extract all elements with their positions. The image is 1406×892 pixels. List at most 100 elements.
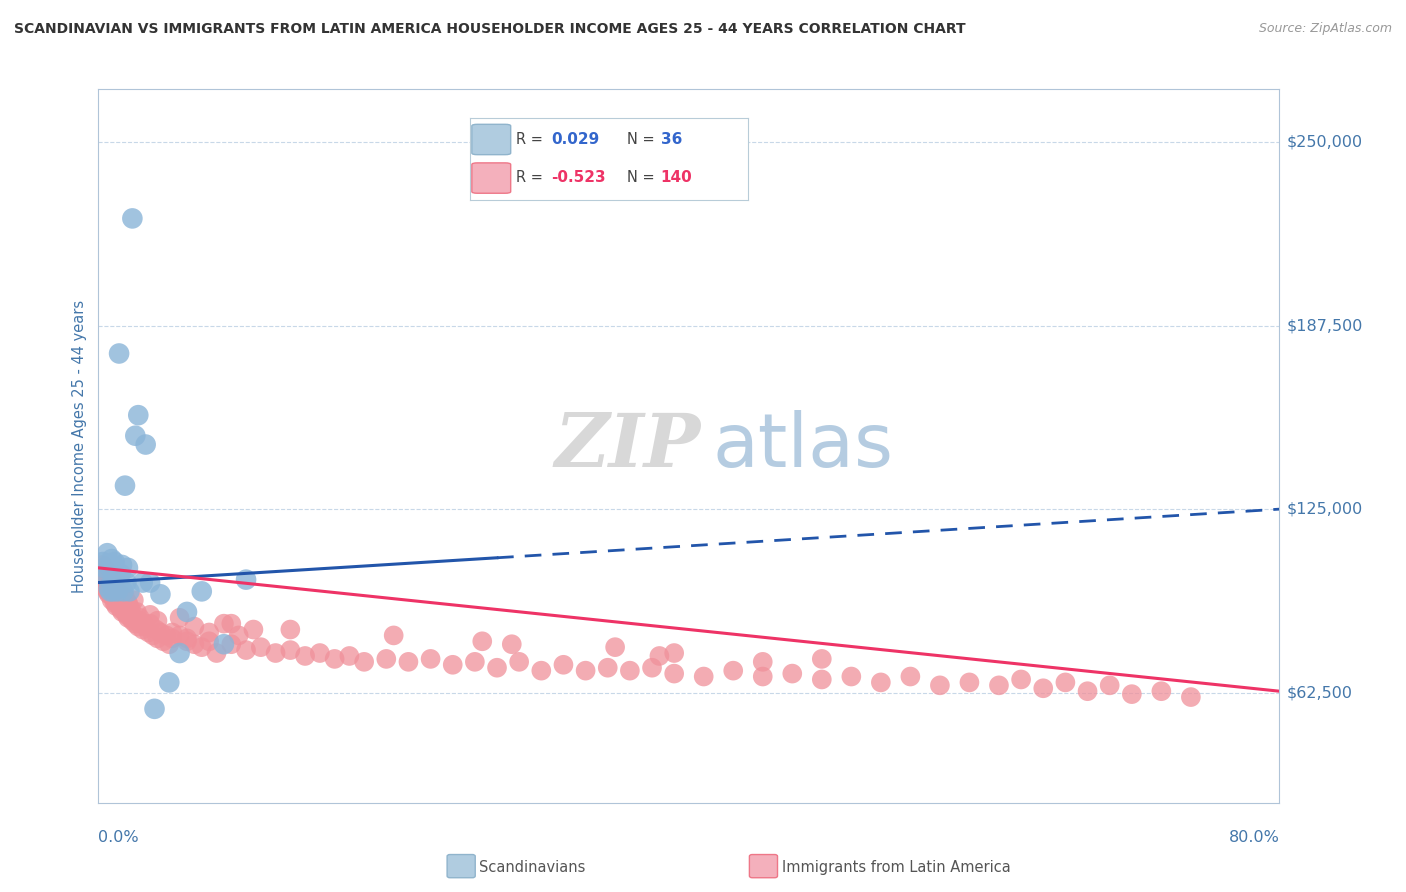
Point (132, 575, 155, 590)
Point (839, 669, 862, 683)
Text: atlas: atlas (713, 409, 894, 483)
Point (96, 546, 118, 560)
Point (108, 346, 131, 360)
Point (128, 614, 150, 628)
Point (183, 637, 205, 651)
Point (441, 657, 464, 672)
Point (1150, 684, 1173, 698)
Point (1032, 681, 1054, 696)
Point (135, 619, 157, 633)
Point (117, 596, 139, 610)
Point (605, 640, 627, 655)
Point (120, 602, 142, 616)
Point (115, 599, 138, 613)
Point (93, 561, 115, 575)
Point (103, 566, 125, 581)
Point (100, 593, 122, 607)
Point (118, 605, 141, 619)
Point (1098, 678, 1121, 692)
Point (486, 661, 509, 675)
Point (94, 570, 117, 584)
Point (118, 584, 141, 599)
Point (122, 611, 145, 625)
Y-axis label: Householder Income Ages 25 - 44 years: Householder Income Ages 25 - 44 years (72, 300, 87, 592)
Point (114, 591, 136, 605)
Text: -0.523: -0.523 (551, 170, 606, 186)
Text: 80.0%: 80.0% (1229, 830, 1279, 845)
Point (94, 570, 117, 584)
Point (219, 637, 242, 651)
Point (104, 578, 127, 592)
Point (419, 652, 441, 666)
Point (596, 661, 619, 675)
Point (309, 646, 332, 660)
Point (751, 655, 773, 669)
Point (98, 587, 121, 601)
Point (139, 575, 162, 590)
Point (169, 611, 191, 625)
Point (117, 561, 139, 575)
Point (619, 664, 641, 678)
Point (93, 575, 115, 590)
Point (987, 678, 1010, 692)
Point (96, 584, 118, 599)
Point (91, 558, 114, 572)
Point (107, 596, 129, 610)
Point (125, 605, 148, 619)
Point (112, 599, 135, 613)
Text: Scandinavians: Scandinavians (479, 860, 586, 874)
Point (353, 655, 375, 669)
Point (127, 408, 149, 422)
Point (111, 558, 134, 572)
Point (900, 669, 922, 683)
Point (111, 605, 134, 619)
Point (157, 637, 180, 651)
Point (100, 552, 122, 566)
Point (212, 616, 235, 631)
Point (751, 669, 773, 683)
Point (1077, 684, 1099, 698)
Point (191, 584, 214, 599)
Point (115, 607, 138, 622)
Point (152, 634, 174, 648)
Point (94, 582, 117, 596)
Text: 36: 36 (661, 132, 682, 146)
Point (96, 575, 118, 590)
Point (108, 591, 131, 605)
Point (176, 605, 198, 619)
Point (501, 637, 523, 651)
Point (176, 632, 198, 646)
Point (110, 602, 132, 616)
Point (97, 573, 120, 587)
Point (132, 623, 155, 637)
Point (105, 575, 128, 590)
Point (664, 646, 686, 660)
Point (100, 587, 122, 601)
Text: $125,000: $125,000 (1286, 501, 1362, 516)
Point (139, 616, 162, 631)
Point (98, 584, 121, 599)
Point (105, 587, 128, 601)
Point (103, 591, 125, 605)
Point (112, 584, 135, 599)
Point (111, 593, 134, 607)
Point (149, 587, 172, 601)
Point (108, 596, 131, 610)
Point (810, 673, 832, 687)
Point (162, 625, 183, 640)
Point (124, 616, 146, 631)
Text: Immigrants from Latin America: Immigrants from Latin America (782, 860, 1011, 874)
Point (107, 584, 129, 599)
Text: R =: R = (516, 170, 548, 186)
FancyBboxPatch shape (472, 163, 510, 194)
Point (693, 669, 716, 683)
Point (146, 632, 169, 646)
Point (250, 640, 273, 655)
Point (139, 607, 162, 622)
Point (294, 648, 316, 663)
Point (127, 619, 149, 633)
Point (117, 596, 139, 610)
Point (278, 623, 302, 637)
Point (98, 584, 121, 599)
Point (382, 628, 405, 642)
